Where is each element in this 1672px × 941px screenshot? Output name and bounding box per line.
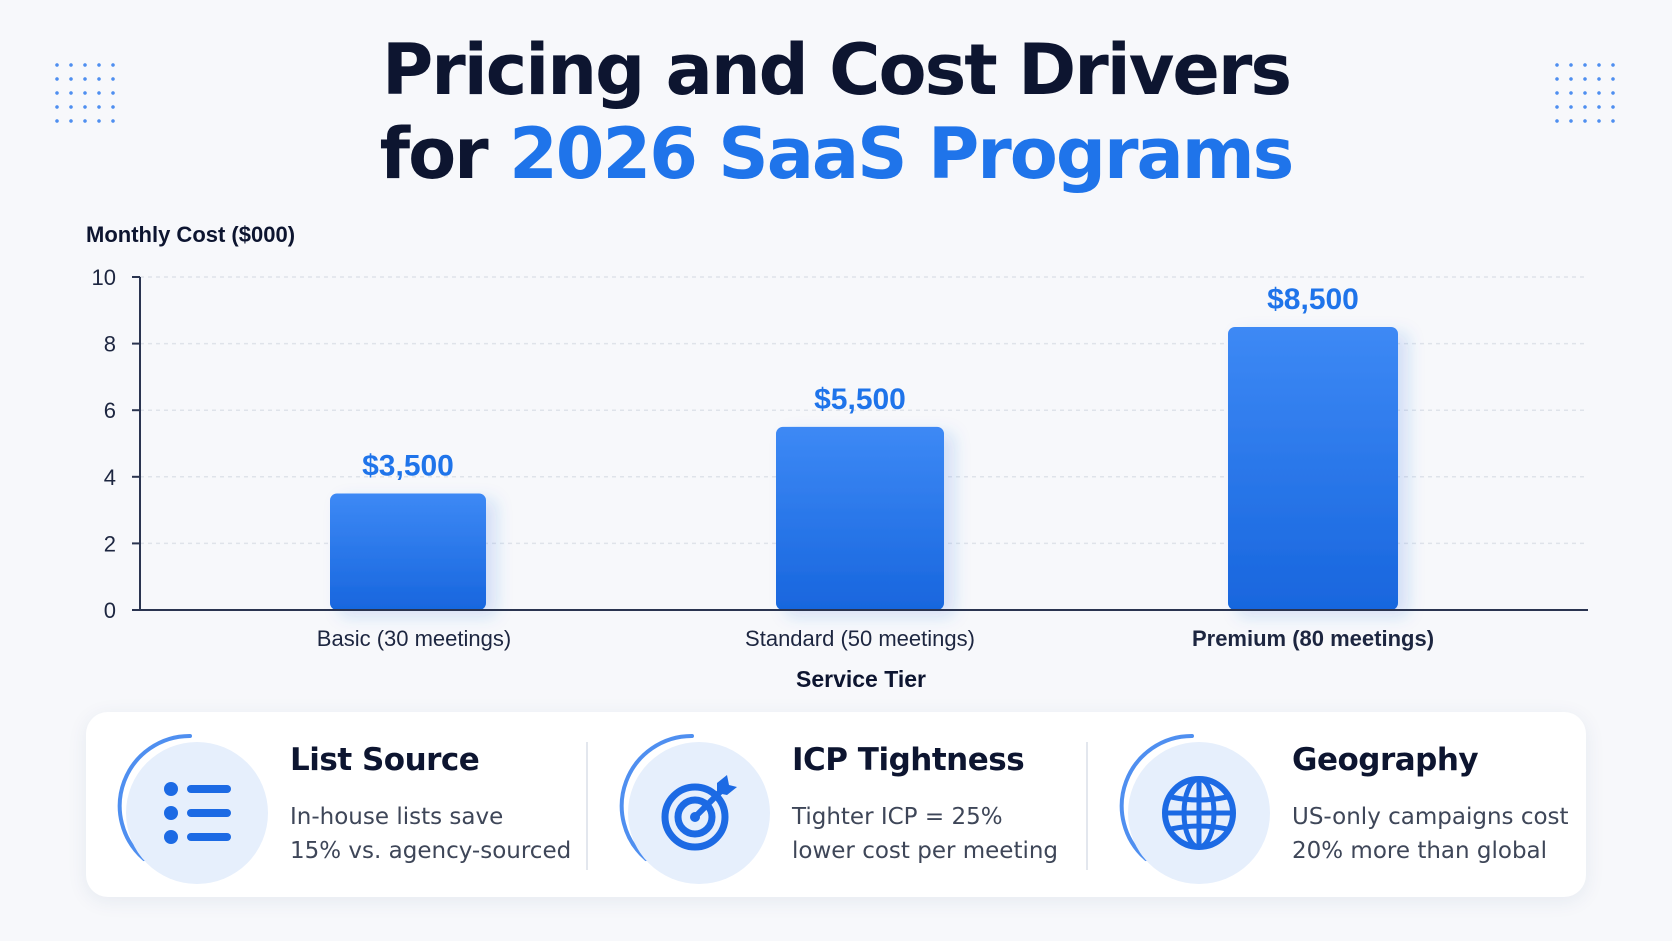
progress-ring	[619, 733, 694, 861]
driver-title: Geography	[1292, 742, 1479, 778]
driver-description: Tighter ICP = 25% lower cost per meeting	[792, 800, 1058, 868]
progress-ring	[1119, 733, 1194, 861]
y-tick-label: 0	[104, 598, 116, 623]
driver-icp-tightness: ICP Tightness Tighter ICP = 25% lower cos…	[588, 712, 1088, 897]
driver-title: ICP Tightness	[792, 742, 1025, 778]
divider	[1086, 742, 1088, 870]
title-accent: 2026 SaaS Programs	[509, 113, 1294, 195]
driver-desc-line2: 15% vs. agency-sourced	[290, 838, 572, 864]
bar-value-label: $8,500	[1267, 283, 1359, 316]
y-tick-label: 10	[92, 265, 116, 290]
decorative-dots-left	[50, 58, 122, 128]
bar	[776, 426, 944, 610]
progress-ring	[117, 733, 192, 861]
page-title-line1: Pricing and Cost Drivers	[381, 29, 1292, 111]
target-icon	[661, 775, 737, 851]
divider	[586, 742, 588, 870]
x-axis-label: Service Tier	[796, 666, 926, 692]
y-tick-label: 4	[104, 465, 116, 490]
list-icon	[164, 782, 231, 844]
driver-list-source: List Source In-house lists save 15% vs. a…	[86, 712, 586, 897]
globe-icon	[1162, 776, 1236, 850]
bar-chart: $3,500 $5,500 $8,500 0 2 4 6 8 10 Basic (30 meet…	[86, 222, 1588, 692]
y-axis-label: Monthly Cost ($000)	[86, 222, 295, 247]
bar-value-label: $5,500	[814, 383, 906, 416]
y-tick-label: 2	[104, 531, 116, 556]
cost-drivers-panel: List Source In-house lists save 15% vs. a…	[86, 712, 1586, 897]
driver-geography: Geography US-only campaigns cost 20% more…	[1088, 712, 1588, 897]
bar	[330, 493, 486, 610]
x-tick-label: Basic (30 meetings)	[317, 626, 511, 651]
bar	[1228, 326, 1398, 610]
decorative-dots-right	[1550, 58, 1622, 128]
driver-title: List Source	[290, 742, 480, 778]
driver-description: In-house lists save 15% vs. agency-source…	[290, 800, 571, 868]
page-title-line2: for 2026 SaaS Programs	[0, 112, 1672, 196]
driver-desc-line1: In-house lists save	[290, 804, 504, 830]
driver-desc-line2: 20% more than global	[1292, 838, 1548, 864]
driver-desc-line2: lower cost per meeting	[792, 838, 1059, 864]
bar-value-label: $3,500	[362, 449, 454, 482]
y-tick-label: 6	[104, 398, 116, 423]
y-tick-label: 8	[104, 332, 116, 357]
title-prefix: for	[379, 113, 510, 195]
driver-description: US-only campaigns cost 20% more than glob…	[1292, 800, 1569, 868]
driver-desc-line1: US-only campaigns cost	[1292, 804, 1569, 830]
x-tick-label: Premium (80 meetings)	[1192, 626, 1434, 651]
x-tick-label: Standard (50 meetings)	[745, 626, 975, 651]
driver-desc-line1: Tighter ICP = 25%	[792, 804, 1003, 830]
